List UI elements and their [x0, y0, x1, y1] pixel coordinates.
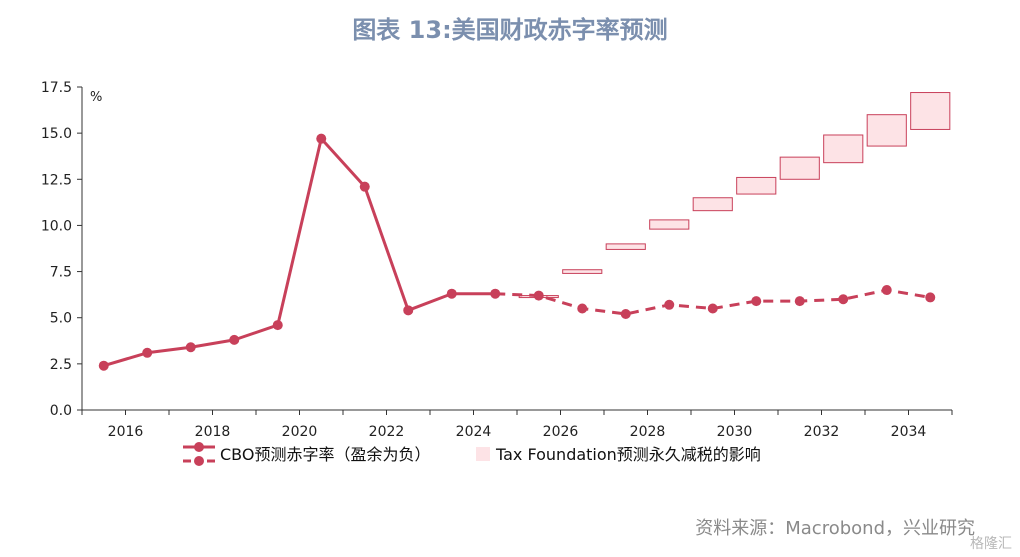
x-tick-label: 2020 — [282, 424, 318, 440]
cbo-data-point — [142, 347, 153, 358]
legend: CBO预测赤字率（盈余为负） Tax Foundation预测永久减税的影响 — [183, 442, 761, 466]
x-tick-label: 2028 — [630, 424, 666, 440]
tax-foundation-bar — [605, 243, 646, 250]
cbo-data-point — [577, 303, 588, 314]
cbo-data-point — [533, 290, 544, 301]
watermark-text: 格隆汇 — [970, 536, 1012, 552]
y-tick-label: 7.5 — [50, 265, 72, 281]
x-tick-label: 2024 — [456, 424, 492, 440]
cbo-data-point — [925, 292, 936, 303]
cbo-actual-line — [103, 137, 496, 368]
y-tick-label: 5.0 — [50, 311, 72, 327]
cbo-data-point — [316, 133, 327, 144]
cbo-data-point — [751, 296, 762, 307]
cbo-data-point — [185, 342, 196, 353]
cbo-data-point — [98, 360, 109, 371]
tax-foundation-bar — [779, 156, 820, 180]
source-note: 资料来源：Macrobond，兴业研究 — [695, 518, 975, 539]
x-tick-label: 2016 — [108, 424, 144, 440]
tax-foundation-bar — [562, 269, 603, 274]
cbo-data-point — [359, 181, 370, 192]
cbo-data-point — [707, 303, 718, 314]
cbo-data-point — [881, 285, 892, 296]
x-tick-label: 2030 — [717, 424, 753, 440]
y-tick-label: 0.0 — [50, 403, 72, 419]
x-tick-label: 2032 — [804, 424, 840, 440]
y-tick-label: 15.0 — [41, 126, 72, 142]
y-axis-unit-label: % — [90, 90, 102, 105]
cbo-data-point — [664, 299, 675, 310]
chart-title: 图表 13:美国财政赤字率预测 — [352, 16, 668, 44]
tax-foundation-bar — [692, 197, 733, 212]
legend-swatch-tax-foundation — [476, 447, 490, 461]
legend-marker-cbo-solid — [194, 442, 204, 452]
y-tick-label: 10.0 — [41, 218, 72, 234]
x-tick-label: 2034 — [891, 424, 927, 440]
legend-marker-cbo-dashed — [194, 456, 204, 466]
tax-foundation-bar — [866, 114, 907, 147]
cbo-forecast-line — [495, 288, 931, 316]
cbo-data-point — [620, 309, 631, 320]
cbo-data-point — [838, 294, 849, 305]
tax-foundation-bar — [649, 219, 690, 230]
cbo-data-point — [446, 288, 457, 299]
tax-foundation-bar — [736, 176, 777, 195]
x-tick-label: 2022 — [369, 424, 405, 440]
cbo-data-point — [794, 296, 805, 307]
x-tick-label: 2018 — [195, 424, 231, 440]
cbo-data-point — [403, 305, 414, 316]
tax-foundation-bar — [910, 92, 951, 130]
x-tick-label: 2026 — [543, 424, 579, 440]
y-tick-label: 17.5 — [41, 80, 72, 96]
tax-foundation-bar — [823, 134, 864, 164]
y-tick-label: 2.5 — [50, 357, 72, 373]
legend-label-tax-foundation: Tax Foundation预测永久减税的影响 — [495, 445, 761, 464]
legend-label-cbo: CBO预测赤字率（盈余为负） — [220, 445, 430, 464]
cbo-data-point — [229, 334, 240, 345]
y-tick-label: 12.5 — [41, 172, 72, 188]
cbo-data-point — [272, 320, 283, 331]
